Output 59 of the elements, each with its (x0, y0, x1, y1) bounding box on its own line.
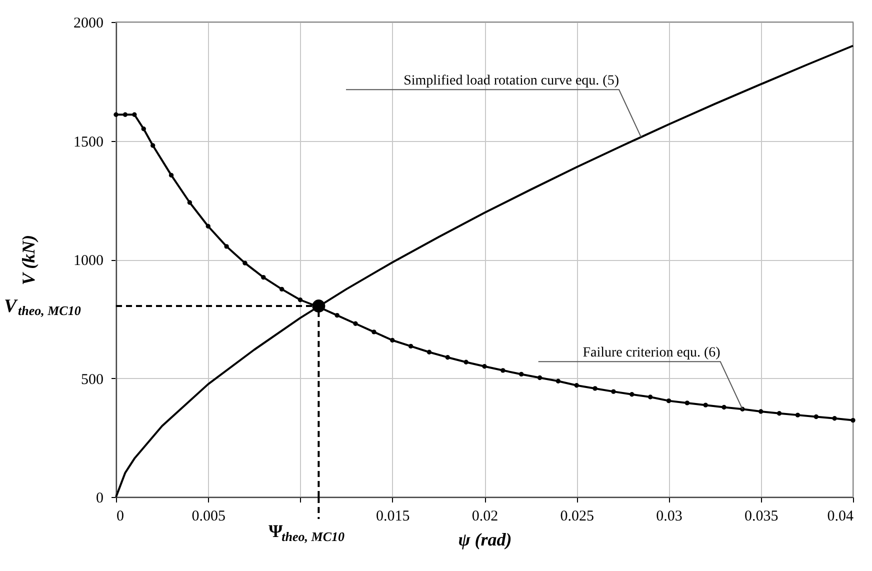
x-tick-label: 0.015 (376, 508, 410, 524)
point (574, 383, 579, 388)
point (408, 344, 414, 349)
point (850, 418, 856, 423)
x-tick-label: 0 (116, 508, 124, 524)
x-tick-label: 0.035 (744, 508, 778, 524)
point (132, 112, 137, 117)
annotation: Simplified load rotation curve equ. (5) (404, 74, 620, 89)
point (261, 274, 266, 280)
point (703, 402, 708, 408)
x-tick-label: 0.025 (560, 508, 594, 524)
point (814, 414, 818, 420)
point (114, 112, 118, 117)
point (758, 409, 764, 414)
point (556, 378, 561, 384)
point (684, 400, 690, 406)
y-tick-label: 0 (96, 490, 104, 506)
x-tick-label: 0.04 (827, 508, 854, 524)
point (168, 172, 174, 178)
point (141, 126, 146, 132)
point (334, 312, 340, 318)
point (122, 112, 128, 117)
point (537, 375, 542, 380)
point (648, 394, 653, 400)
annotation: Failure criterion equ. (6) (582, 346, 721, 361)
point (776, 411, 782, 416)
x-tick-label: 0.03 (656, 508, 682, 524)
point (722, 404, 726, 410)
point (795, 412, 800, 418)
point (630, 392, 634, 397)
point (150, 143, 156, 148)
point (242, 260, 248, 266)
point (666, 398, 672, 404)
x-tick-label: 0.005 (192, 508, 226, 524)
point (832, 416, 837, 421)
point (464, 360, 468, 364)
y-axis-title: V (kN) (18, 234, 38, 286)
point (353, 321, 358, 326)
point (390, 338, 395, 343)
point (224, 244, 229, 249)
y-tick-label: 500 (81, 372, 104, 388)
x-axis-title: ψ (rad) (458, 530, 512, 550)
point (279, 286, 284, 292)
point (500, 368, 506, 373)
point (206, 224, 210, 229)
point (482, 364, 487, 369)
point (592, 386, 598, 391)
point (519, 372, 524, 377)
point (611, 389, 616, 394)
point (426, 350, 432, 354)
y-tick-label: 1000 (74, 253, 104, 269)
point (372, 330, 376, 334)
y-tick-label: 2000 (74, 16, 104, 32)
point (298, 298, 303, 302)
y-tick-label: 1500 (74, 134, 104, 150)
point (445, 355, 450, 360)
point (312, 300, 326, 313)
point (187, 200, 192, 205)
x-tick-label: 0.02 (472, 508, 498, 524)
